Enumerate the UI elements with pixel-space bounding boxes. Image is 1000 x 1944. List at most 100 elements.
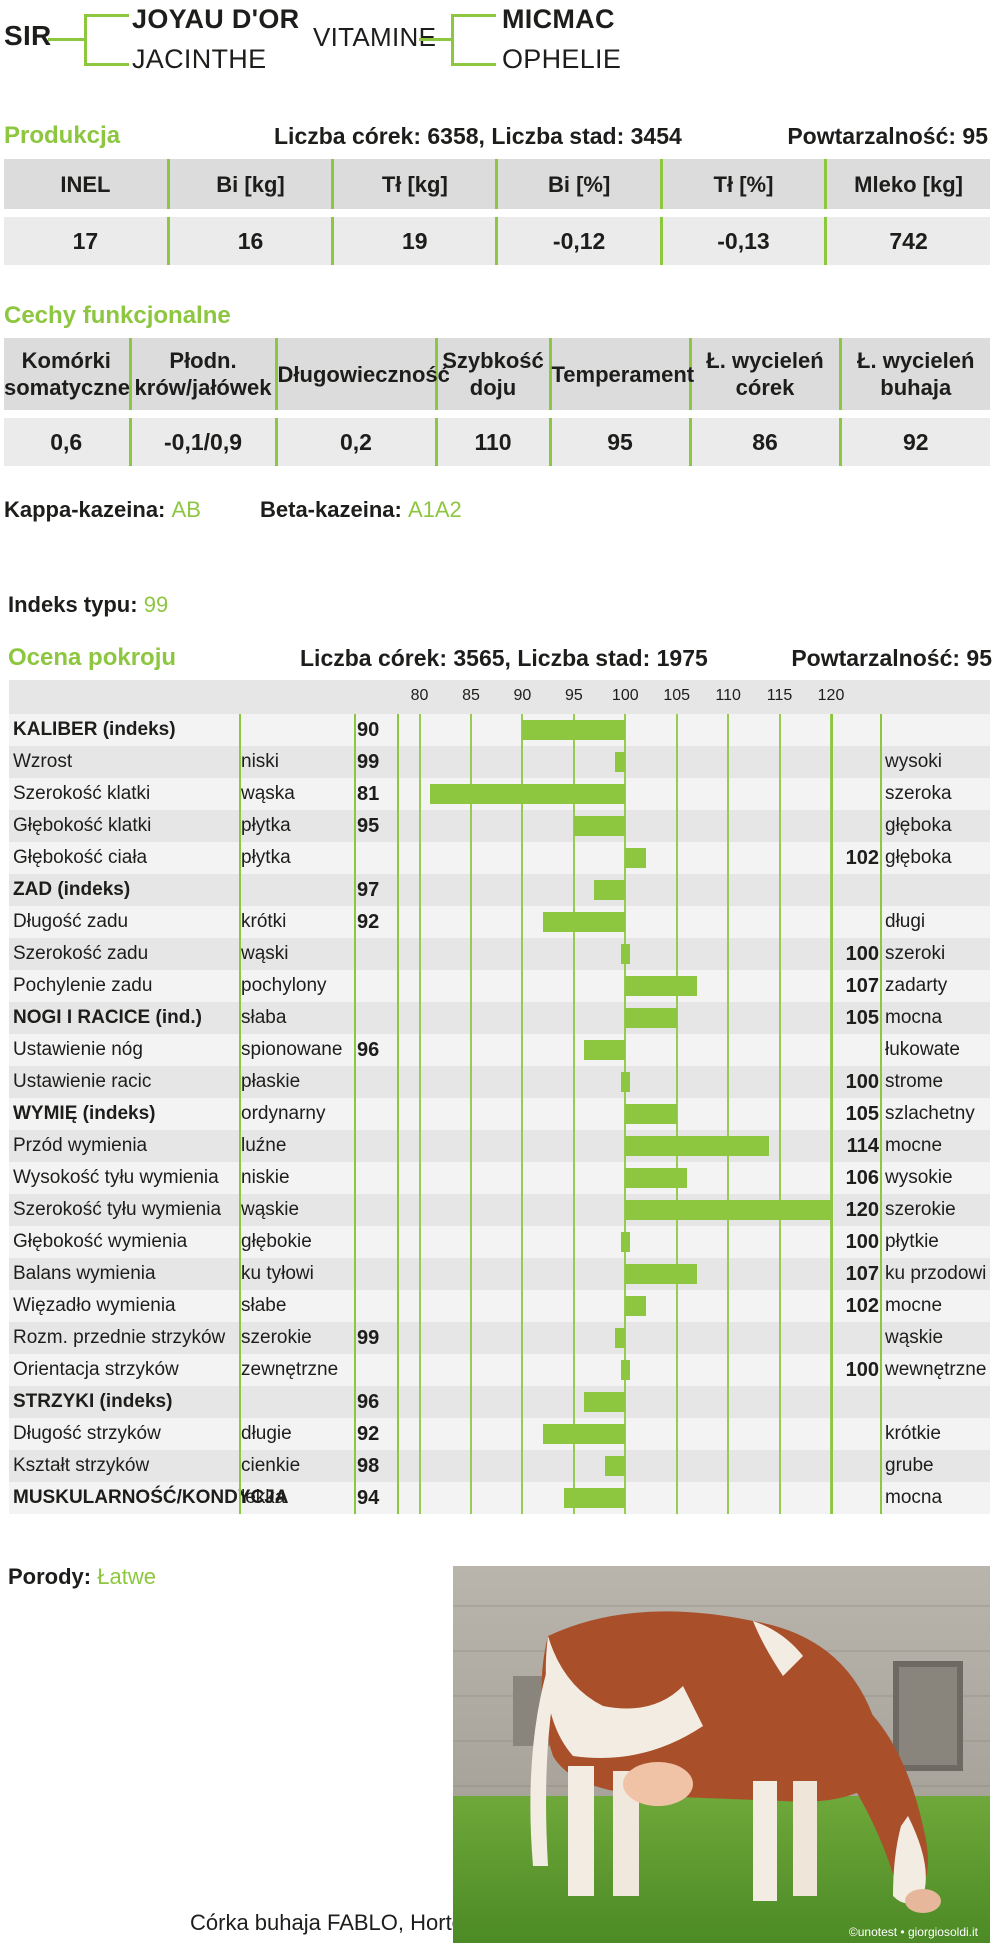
trait-bar: [625, 1296, 646, 1316]
photo-credit: ©unotest • giorgiosoldi.it: [849, 1925, 979, 1939]
trait-name: Balans wymienia: [13, 1263, 156, 1284]
trait-bar: [429, 784, 626, 804]
production-title: Produkcja: [4, 122, 121, 149]
production-value-cell: 742: [824, 213, 990, 265]
trait-name: Ustawienie nóg: [13, 1039, 143, 1060]
trait-row: Orientacja strzyków zewnętrzne 100 wewnętrz…: [9, 1354, 990, 1386]
trait-row: Wysokość tyłu wymienia niskie 106 wysokie: [9, 1162, 990, 1194]
chart-gridline: [830, 714, 832, 1514]
axis-tick-label: 100: [611, 687, 639, 704]
trait-low-label: spionowane: [241, 1039, 343, 1060]
functional-header-cell: Płodn. krów/jałówek: [128, 338, 276, 418]
production-value-cell: -0,12: [495, 213, 662, 265]
pedigree-bracket-2: [451, 14, 496, 66]
trait-low-label: krótki: [241, 911, 287, 932]
production-header-cell: Bi [kg]: [166, 159, 333, 217]
trait-row: Kształt strzyków cienkie 98 grube: [9, 1450, 990, 1482]
calving-label: Porody:: [8, 1564, 92, 1589]
functional-value-cell: -0,1/0,9: [128, 414, 276, 466]
trait-high-label: mocna: [885, 1487, 943, 1508]
trait-row: MUSKULARNOŚĆ/KONDYCJA lekka 94 mocna: [9, 1482, 990, 1514]
trait-bar: [604, 1456, 626, 1476]
column-divider: [880, 714, 882, 1514]
trait-name: Szerokość zadu: [13, 943, 149, 964]
trait-high-label: płytkie: [885, 1231, 939, 1252]
production-header-cell: Tł [%]: [659, 159, 826, 217]
trait-low-label: słaba: [241, 1007, 287, 1028]
trait-value-left: 90: [357, 719, 380, 741]
trait-row: Więzadło wymienia słabe 102 mocne: [9, 1290, 990, 1322]
beta-casein-value: A1A2: [407, 497, 462, 522]
column-divider: [239, 714, 241, 1514]
trait-row: Pochylenie zadu pochylony 107 zadarty: [9, 970, 990, 1002]
functional-value-cell: 0,6: [4, 414, 130, 466]
trait-row: Długość strzyków długie 92 krótkie: [9, 1418, 990, 1450]
trait-value-right: 106: [845, 1167, 879, 1189]
trait-low-label: pochylony: [241, 975, 327, 996]
trait-high-label: łukowate: [885, 1039, 960, 1060]
trait-bar: [543, 912, 626, 932]
functional-value-cell: 0,2: [274, 414, 436, 466]
trait-low-label: głębokie: [241, 1231, 312, 1252]
trait-high-label: wąskie: [885, 1327, 944, 1348]
trait-bar: [625, 1136, 770, 1156]
trait-value-left: 92: [357, 911, 380, 933]
trait-high-label: mocna: [885, 1007, 943, 1028]
trait-row: Szerokość zadu wąski 100 szeroki: [9, 938, 990, 970]
trait-low-label: cienkie: [241, 1455, 301, 1476]
trait-low-label: długie: [241, 1423, 292, 1444]
trait-low-label: płytka: [241, 815, 291, 836]
axis-tick-label: 110: [715, 687, 741, 704]
functional-value-cell: 110: [434, 414, 550, 466]
trait-name: Wzrost: [13, 751, 73, 772]
axis-tick-label: 90: [513, 687, 532, 704]
mgs-sire-name: MICMAC: [502, 4, 615, 34]
trait-row: Długość zadu krótki 92 długi: [9, 906, 990, 938]
trait-name: Głębokość klatki: [13, 815, 152, 836]
trait-value-left: 96: [357, 1391, 380, 1413]
chart-gridline: [470, 714, 472, 1514]
functional-value-cell: 95: [548, 414, 690, 466]
mgs-dam-name: OPHELIE: [502, 44, 622, 74]
trait-low-label: niskie: [241, 1167, 290, 1188]
trait-name: Szerokość klatki: [13, 783, 151, 804]
trait-value-right: 105: [845, 1103, 879, 1125]
axis-tick-label: 105: [663, 687, 691, 704]
trait-bar: [594, 880, 626, 900]
trait-low-label: szerokie: [241, 1327, 312, 1348]
trait-low-label: wąska: [241, 783, 295, 804]
trait-value-left: 95: [357, 815, 380, 837]
chart-gridline: [572, 714, 575, 1514]
trait-value-left: 94: [357, 1487, 380, 1509]
trait-value-right: 120: [845, 1199, 879, 1221]
trait-low-label: luźne: [241, 1135, 287, 1156]
conformation-title: Ocena pokroju: [8, 644, 177, 671]
trait-high-label: strome: [885, 1071, 944, 1092]
trait-high-label: głęboka: [885, 847, 952, 868]
functional-title: Cechy funkcjonalne: [4, 302, 231, 329]
trait-high-label: długi: [885, 911, 926, 932]
conformation-chart: 80 85 90 95 100 105 110 115 120 KALIBER (indeks) 9…: [9, 680, 990, 1516]
trait-value-left: 96: [357, 1039, 380, 1061]
trait-name: Rozm. przednie strzyków: [13, 1327, 226, 1348]
production-value-cell: 17: [4, 213, 169, 265]
production-header-cell: Tł [kg]: [331, 159, 497, 217]
kappa-casein: Kappa-kazeina: AB: [4, 497, 201, 523]
calving-value: Łatwe: [97, 1564, 156, 1589]
trait-row: Rozm. przednie strzyków szerokie 99 wąskie: [9, 1322, 990, 1354]
trait-value-right: 100: [845, 1231, 879, 1253]
trait-bar: [584, 1392, 626, 1412]
trait-row: Balans wymienia ku tyłowi 107 ku przodowi: [9, 1258, 990, 1290]
trait-value-left: 99: [357, 1327, 380, 1349]
conformation-repeatability: Powtarzalność: 95: [791, 645, 992, 671]
trait-row: Ustawienie nóg spionowane 96 łukowate: [9, 1034, 990, 1066]
trait-bar: [625, 976, 698, 996]
trait-high-label: szlachetny: [885, 1103, 975, 1124]
beta-casein-label: Beta-kazeina:: [260, 497, 402, 522]
axis-tick-label: 80: [410, 687, 429, 704]
trait-row: Wzrost niski 99 wysoki: [9, 746, 990, 778]
column-divider: [397, 714, 399, 1514]
trait-bar: [625, 848, 646, 868]
trait-row: Szerokość klatki wąska 81 szeroka: [9, 778, 990, 810]
conformation-counts: Liczba córek: 3565, Liczba stad: 1975: [300, 645, 708, 671]
